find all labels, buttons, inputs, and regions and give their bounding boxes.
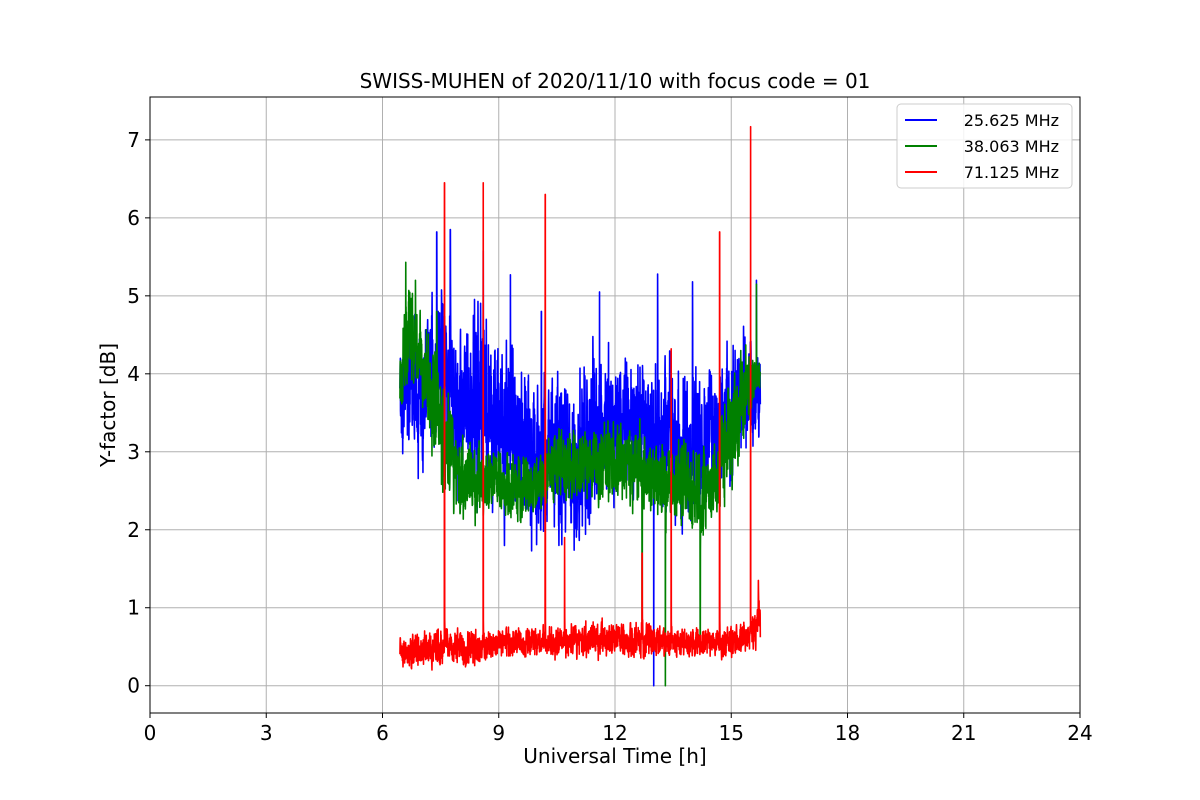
x-tick-label: 12 — [602, 721, 627, 745]
legend-box — [896, 103, 1073, 189]
y-tick-label: 6 — [127, 206, 140, 230]
x-axis-ticks: 0 3 6 9 12 15 18 21 24 — [144, 713, 1093, 745]
y-axis-label: Y-factor [dB] — [96, 343, 120, 468]
x-tick-label: 3 — [260, 721, 273, 745]
legend-entry: 38.063 MHz — [964, 137, 1059, 156]
x-tick-label: 18 — [835, 721, 860, 745]
x-tick-label: 24 — [1067, 721, 1092, 745]
y-tick-label: 4 — [127, 362, 140, 386]
x-tick-label: 21 — [951, 721, 976, 745]
x-axis-label: Universal Time [h] — [523, 744, 706, 768]
y-tick-label: 7 — [127, 128, 140, 152]
legend-entry: 25.625 MHz — [964, 111, 1059, 130]
plot-area — [399, 125, 762, 687]
legend-entry: 71.125 MHz — [964, 163, 1059, 182]
x-tick-label: 15 — [719, 721, 744, 745]
y-tick-label: 0 — [127, 674, 140, 698]
y-tick-label: 5 — [127, 284, 140, 308]
series-line-2 — [399, 261, 762, 687]
x-tick-label: 0 — [144, 721, 157, 745]
y-axis-ticks: 0 1 2 3 4 5 6 7 — [127, 128, 150, 698]
chart-title: SWISS-MUHEN of 2020/11/10 with focus cod… — [360, 69, 871, 93]
y-tick-label: 1 — [127, 596, 140, 620]
legend: 25.625 MHz 38.063 MHz 71.125 MHz — [896, 103, 1073, 189]
series-line-3 — [399, 125, 762, 671]
y-tick-label: 3 — [127, 440, 140, 464]
x-tick-label: 9 — [492, 721, 505, 745]
x-tick-label: 6 — [376, 721, 389, 745]
y-tick-label: 2 — [127, 518, 140, 542]
